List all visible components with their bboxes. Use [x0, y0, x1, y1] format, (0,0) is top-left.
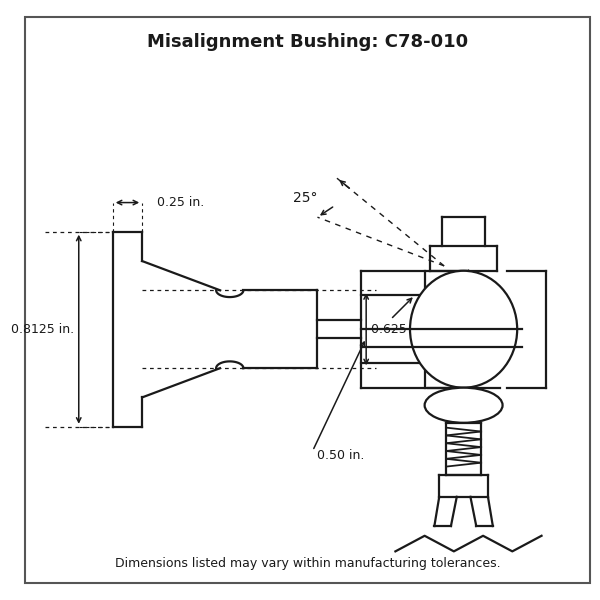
Text: 0.625 in.: 0.625 in.: [371, 323, 426, 336]
Text: 25°: 25°: [293, 191, 317, 205]
Text: 0.25 in.: 0.25 in.: [157, 196, 204, 209]
Text: 0.8125 in.: 0.8125 in.: [11, 323, 74, 336]
Text: Dimensions listed may vary within manufacturing tolerances.: Dimensions listed may vary within manufa…: [115, 557, 500, 569]
Ellipse shape: [410, 271, 517, 388]
Text: Misalignment Bushing: C78-010: Misalignment Bushing: C78-010: [147, 33, 468, 51]
Ellipse shape: [425, 388, 503, 423]
Text: 0.50 in.: 0.50 in.: [317, 449, 365, 463]
